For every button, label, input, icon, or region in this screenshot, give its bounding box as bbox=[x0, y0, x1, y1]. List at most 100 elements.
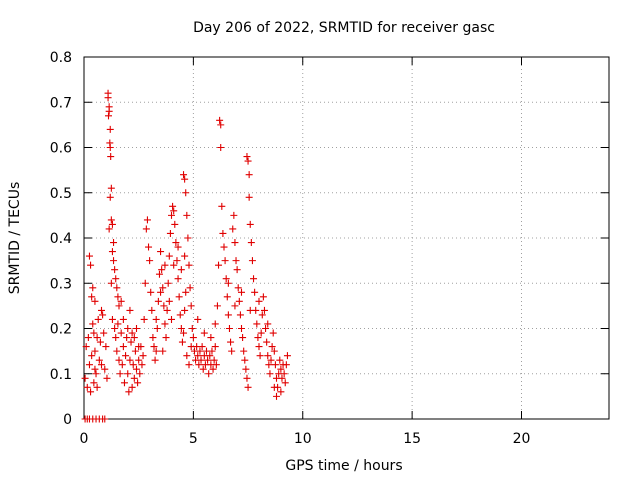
data-point bbox=[105, 107, 113, 115]
data-point bbox=[124, 325, 132, 332]
data-point bbox=[115, 302, 123, 310]
x-tick-label: 10 bbox=[294, 431, 312, 447]
data-points bbox=[81, 89, 291, 423]
y-tick-label: 0.2 bbox=[50, 322, 72, 338]
data-point bbox=[125, 388, 133, 396]
data-point bbox=[267, 356, 275, 364]
data-point bbox=[276, 356, 284, 364]
data-point bbox=[107, 153, 115, 161]
data-point bbox=[117, 297, 125, 305]
data-point bbox=[114, 320, 122, 328]
data-point bbox=[234, 284, 242, 292]
data-point bbox=[126, 356, 134, 364]
data-point bbox=[168, 211, 175, 219]
data-point bbox=[185, 261, 193, 269]
data-point bbox=[142, 225, 150, 233]
data-point bbox=[135, 356, 143, 364]
data-point bbox=[257, 329, 265, 337]
data-point bbox=[210, 356, 218, 364]
data-point bbox=[114, 293, 122, 301]
data-point bbox=[207, 334, 215, 342]
data-point bbox=[231, 302, 239, 310]
data-point bbox=[143, 216, 151, 224]
data-point bbox=[243, 374, 251, 382]
data-point bbox=[269, 329, 277, 337]
data-point bbox=[87, 261, 95, 269]
data-point bbox=[278, 374, 286, 382]
data-point bbox=[90, 379, 98, 387]
data-point bbox=[280, 370, 288, 378]
data-point bbox=[83, 383, 91, 391]
data-point bbox=[236, 311, 244, 319]
data-point bbox=[259, 293, 267, 301]
data-point bbox=[134, 379, 142, 387]
data-point bbox=[154, 297, 162, 305]
data-point bbox=[180, 329, 188, 337]
data-point bbox=[204, 356, 212, 364]
data-point bbox=[123, 334, 131, 342]
data-point bbox=[165, 297, 173, 305]
data-point bbox=[187, 302, 195, 310]
data-point bbox=[228, 347, 236, 355]
data-point bbox=[159, 284, 167, 292]
plot-frame bbox=[83, 56, 610, 420]
data-point bbox=[129, 361, 137, 369]
data-point bbox=[172, 239, 180, 247]
data-point bbox=[157, 288, 165, 296]
data-point bbox=[120, 379, 128, 387]
data-point bbox=[245, 171, 253, 179]
data-point bbox=[225, 325, 233, 332]
x-tick-label: 5 bbox=[189, 431, 198, 447]
data-point bbox=[81, 374, 89, 382]
data-point bbox=[198, 343, 206, 351]
y-tick-label: 0.4 bbox=[50, 231, 72, 247]
data-point bbox=[108, 315, 116, 323]
data-point bbox=[160, 302, 168, 310]
data-point bbox=[283, 352, 291, 360]
data-point bbox=[131, 347, 139, 355]
y-tick-label: 0.8 bbox=[50, 50, 72, 66]
data-point bbox=[175, 293, 183, 301]
x-tick-label: 15 bbox=[403, 431, 421, 447]
data-point bbox=[107, 184, 115, 192]
data-point bbox=[150, 343, 158, 351]
data-point bbox=[106, 125, 114, 133]
y-tick-label: 0.6 bbox=[50, 141, 72, 157]
data-point bbox=[111, 266, 119, 274]
data-point bbox=[262, 325, 270, 332]
data-point bbox=[92, 370, 100, 378]
data-point bbox=[110, 257, 118, 265]
data-point bbox=[218, 202, 226, 210]
data-point bbox=[151, 356, 159, 364]
data-point bbox=[149, 334, 157, 342]
data-point bbox=[205, 370, 213, 378]
data-point bbox=[164, 279, 172, 287]
y-tick-label: 0.3 bbox=[50, 276, 72, 292]
data-point bbox=[209, 365, 217, 373]
data-point bbox=[155, 270, 163, 278]
y-tick-label: 0.7 bbox=[50, 95, 72, 111]
data-point bbox=[152, 347, 160, 355]
data-point bbox=[162, 334, 170, 342]
data-point bbox=[113, 347, 121, 355]
data-point bbox=[140, 315, 148, 323]
data-point bbox=[88, 293, 96, 301]
data-point bbox=[141, 279, 149, 287]
data-point bbox=[101, 415, 109, 423]
data-point bbox=[133, 365, 140, 373]
data-point bbox=[138, 361, 146, 369]
data-point bbox=[254, 334, 262, 342]
data-point bbox=[258, 311, 266, 319]
data-point bbox=[130, 374, 138, 382]
data-point bbox=[124, 370, 132, 378]
data-point bbox=[169, 202, 177, 210]
data-point bbox=[145, 243, 153, 251]
data-point bbox=[217, 121, 225, 129]
data-point bbox=[224, 279, 232, 287]
data-point bbox=[146, 257, 154, 265]
data-point bbox=[200, 329, 208, 337]
data-point bbox=[106, 193, 114, 201]
data-point bbox=[153, 325, 161, 332]
data-point bbox=[247, 239, 255, 247]
data-point bbox=[111, 325, 119, 332]
